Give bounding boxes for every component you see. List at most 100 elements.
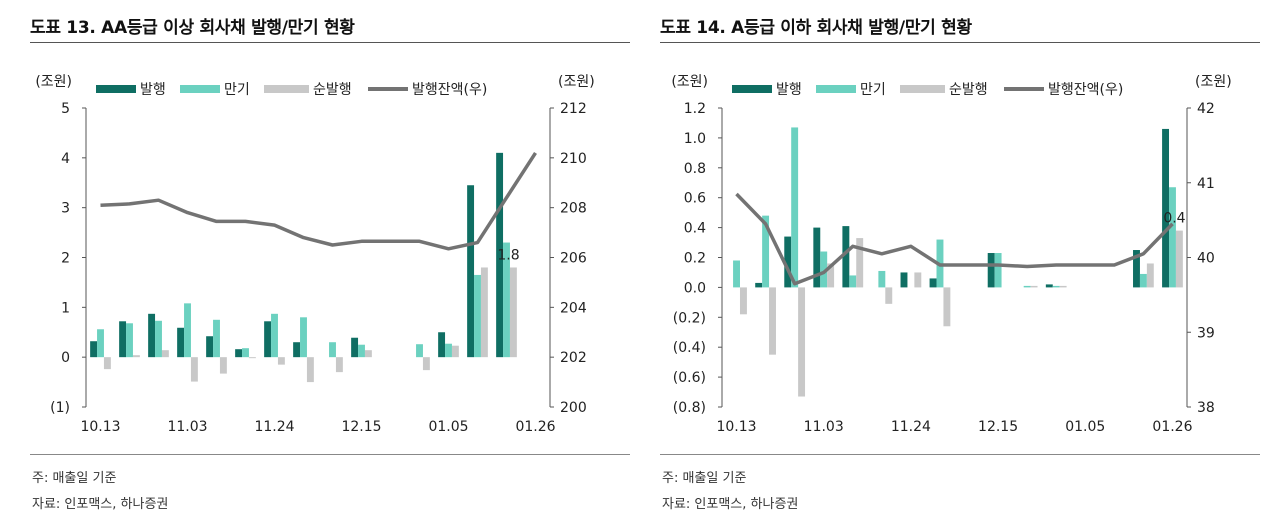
bar: [438, 332, 446, 358]
bar: [132, 355, 140, 358]
legend-label: 순발행: [313, 82, 352, 98]
bar: [119, 321, 127, 358]
x-tick-label: 11.03: [804, 419, 844, 435]
left-tick-label: 1.0: [684, 131, 706, 147]
left-tick-label: (0.2): [673, 310, 706, 326]
bar: [422, 357, 430, 371]
bar: [791, 127, 799, 288]
bar: [467, 185, 475, 358]
bar: [445, 343, 452, 358]
bar: [827, 263, 835, 288]
chart-panel-a: 도표 14. A등급 이하 회사채 발행/만기 현황 (0.8) (0.6) (0.…: [660, 0, 1260, 532]
bar: [1175, 230, 1183, 288]
bar: [306, 357, 314, 383]
bar: [1162, 128, 1170, 288]
bar: [277, 357, 285, 365]
bar: [943, 287, 951, 327]
bar: [987, 253, 995, 288]
left-tick-label: 1: [61, 300, 70, 316]
bar: [271, 313, 278, 358]
right-axis-unit: (조원): [1195, 74, 1232, 90]
bar: [755, 282, 763, 288]
aa-chart: (1) 0 1 2 3 4 5 200 202 204 206 208 210 212 (조원) (조원) 발행…: [35, 74, 594, 435]
chart-source: 자료: 인포맥스, 하나증권: [662, 497, 799, 512]
right-tick-label: 212: [560, 101, 587, 117]
bar: [235, 349, 243, 358]
bar: [856, 238, 864, 288]
left-tick-label: 1.2: [684, 101, 706, 117]
bar: [451, 345, 459, 358]
title-divider: [660, 42, 1260, 43]
bar: [97, 329, 104, 358]
bar: [849, 275, 857, 288]
bar: [1045, 284, 1053, 288]
bar: [1059, 285, 1067, 288]
bar: [733, 260, 740, 288]
bar: [878, 270, 886, 288]
left-tick-label: (0.4): [673, 340, 706, 356]
bar: [351, 337, 359, 358]
legend-label: 발행: [140, 82, 166, 98]
legend-label: 발행: [776, 82, 802, 98]
left-tick-label: 0.4: [684, 221, 706, 237]
data-label: 1.8: [497, 247, 519, 263]
chart-note: 주: 매출일 기준: [662, 471, 747, 486]
x-tick-label: 01.05: [428, 419, 468, 435]
left-tick-label: (1): [50, 400, 70, 416]
bar: [148, 313, 156, 358]
bar: [190, 357, 198, 382]
bar: [293, 342, 301, 358]
right-tick-label: 41: [1197, 176, 1215, 192]
bar: [161, 350, 169, 358]
left-tick-label: 5: [61, 101, 70, 117]
legend-label: 만기: [224, 82, 250, 98]
bar: [90, 341, 98, 358]
bar: [900, 272, 908, 288]
bar: [1052, 285, 1060, 288]
bar: [762, 215, 770, 288]
left-tick-label: 0.6: [684, 191, 706, 207]
bar: [103, 357, 111, 370]
chart-title: 도표 14. A등급 이하 회사채 발행/만기 현황: [660, 18, 972, 38]
bar: [242, 348, 249, 358]
left-tick-label: 2: [61, 251, 70, 267]
legend-label: 발행잔액(우): [1048, 82, 1123, 98]
bar: [177, 327, 185, 358]
bar: [813, 227, 821, 288]
x-tick-label: 11.24: [254, 419, 294, 435]
chart-source: 자료: 인포맥스, 하나증권: [32, 497, 169, 512]
bar: [213, 319, 220, 358]
left-tick-label: 0.0: [684, 280, 706, 296]
right-tick-label: 39: [1197, 325, 1215, 341]
left-tick-label: 4: [61, 151, 70, 167]
legend-swatch: [96, 85, 136, 93]
footer-divider: [660, 454, 1260, 455]
right-tick-label: 210: [560, 151, 587, 167]
x-tick-label: 01.26: [1152, 419, 1192, 435]
bar: [358, 344, 365, 358]
bar: [798, 287, 806, 397]
bar: [155, 320, 162, 358]
bar: [248, 357, 256, 359]
x-tick-label: 10.13: [716, 419, 756, 435]
bar: [769, 287, 776, 355]
chart-title: 도표 13. AA등급 이상 회사채 발행/만기 현황: [30, 18, 355, 38]
bar: [416, 344, 423, 358]
legend-swatch: [180, 85, 220, 93]
legend-swatch: [264, 85, 309, 93]
x-tick-label: 11.03: [167, 419, 207, 435]
bar: [1169, 187, 1176, 288]
bar: [842, 226, 850, 288]
bar: [219, 357, 227, 374]
data-label: 0.4: [1163, 211, 1185, 227]
x-tick-label: 11.24: [891, 419, 931, 435]
left-tick-label: (0.6): [673, 370, 706, 386]
balance-line: [735, 192, 1174, 286]
bar: [885, 287, 893, 304]
left-tick-label: 3: [61, 201, 70, 217]
bar: [1139, 273, 1147, 288]
x-tick-label: 01.26: [515, 419, 555, 435]
bar: [914, 272, 922, 288]
bar: [820, 251, 828, 288]
bar: [364, 350, 372, 358]
